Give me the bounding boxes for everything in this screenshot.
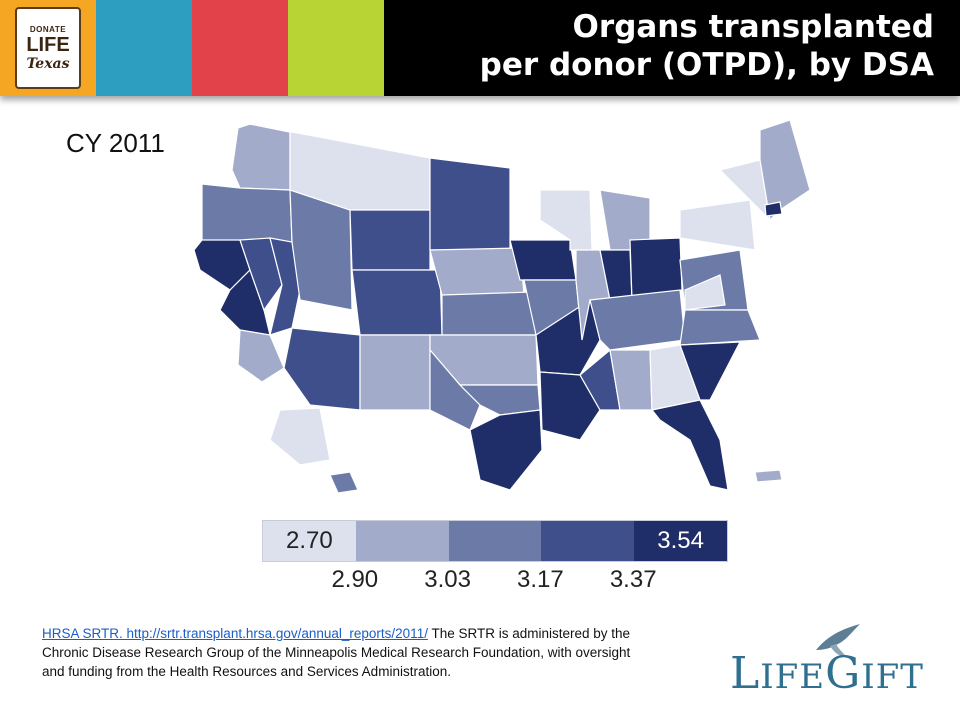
region-new-mexico (359, 334, 431, 411)
logo-line-3: Texas (26, 55, 70, 72)
donate-life-texas-logo: DONATE LIFE Texas (0, 0, 96, 96)
lifegift-wordmark: LIFEGIFT (730, 648, 924, 699)
us-dsa-map (193, 119, 811, 494)
lifegift-ift: IFT (861, 657, 924, 697)
region-washington-north (231, 123, 291, 191)
header-tile-teal (96, 0, 192, 96)
color-legend: 2.70 3.54 (262, 520, 728, 562)
region-louisiana (539, 371, 601, 441)
legend-swatch (355, 521, 449, 561)
region-connecticut (764, 201, 783, 217)
region-alaska (269, 407, 331, 466)
logo-line-1: DONATE (29, 24, 67, 34)
header-tile-green (288, 0, 384, 96)
region-arizona (283, 327, 361, 411)
region-oregon (201, 183, 293, 243)
region-colorado (351, 269, 443, 336)
legend-max-label: 3.54 (657, 527, 704, 554)
legend-min-label: 2.70 (286, 527, 333, 554)
region-idaho-utah (289, 189, 353, 311)
title-line-1: Organs transplanted (572, 9, 934, 45)
legend-break-label: 3.03 (424, 566, 471, 593)
region-texas-south (469, 409, 543, 491)
region-iowa (509, 239, 577, 281)
region-hawaii (329, 471, 359, 494)
dove-icon (816, 624, 860, 658)
region-california-south (237, 329, 285, 383)
lifegift-letter-l: L (730, 648, 761, 699)
legend-break-label: 3.37 (609, 566, 657, 593)
srtr-report-link[interactable]: HRSA SRTR. http://srtr.transplant.hrsa.g… (42, 626, 428, 641)
region-carolinas (679, 309, 761, 346)
region-sierra (239, 237, 283, 312)
legend-swatch (448, 521, 542, 561)
legend-swatch: 3.54 (634, 521, 727, 561)
legend-break-label: 2.90 (331, 566, 379, 593)
region-kentucky-tennessee (589, 289, 686, 351)
legend-breaks: 2.90 3.03 3.17 3.37 (262, 566, 726, 596)
citation: HRSA SRTR. http://srtr.transplant.hrsa.g… (42, 624, 632, 681)
year-label: CY 2011 (66, 128, 165, 158)
region-kansas (441, 291, 537, 336)
region-north-dakota (429, 157, 511, 251)
region-florida (650, 399, 729, 491)
lifegift-ife: IFE (760, 657, 826, 697)
citation-text: The SRTR is administered by the Chronic … (42, 626, 631, 679)
header-bar: DONATE LIFE Texas Organs transplanted pe… (0, 0, 960, 96)
region-puerto-rico (754, 469, 783, 483)
region-south-carolina (679, 341, 742, 401)
region-west-virginia (684, 274, 726, 311)
region-nebraska (429, 247, 525, 296)
page-title: Organs transplanted per donor (OTPD), by… (480, 8, 934, 84)
header-tile-red (192, 0, 288, 96)
lifegift-logo: LIFEGIFT (730, 620, 940, 700)
legend-swatch (541, 521, 635, 561)
region-wyoming (349, 209, 431, 271)
logo-line-2: LIFE (26, 33, 70, 56)
region-ohio (629, 237, 683, 301)
region-texas-west (429, 348, 481, 431)
donate-life-badge: DONATE LIFE Texas (15, 7, 81, 89)
lifegift-letter-g: G (825, 648, 862, 699)
legend-swatch: 2.70 (263, 521, 356, 561)
region-pennsylvania (679, 199, 756, 251)
title-line-2: per donor (OTPD), by DSA (479, 47, 934, 83)
region-wisconsin (539, 189, 593, 251)
legend-break-label: 3.17 (517, 566, 564, 593)
